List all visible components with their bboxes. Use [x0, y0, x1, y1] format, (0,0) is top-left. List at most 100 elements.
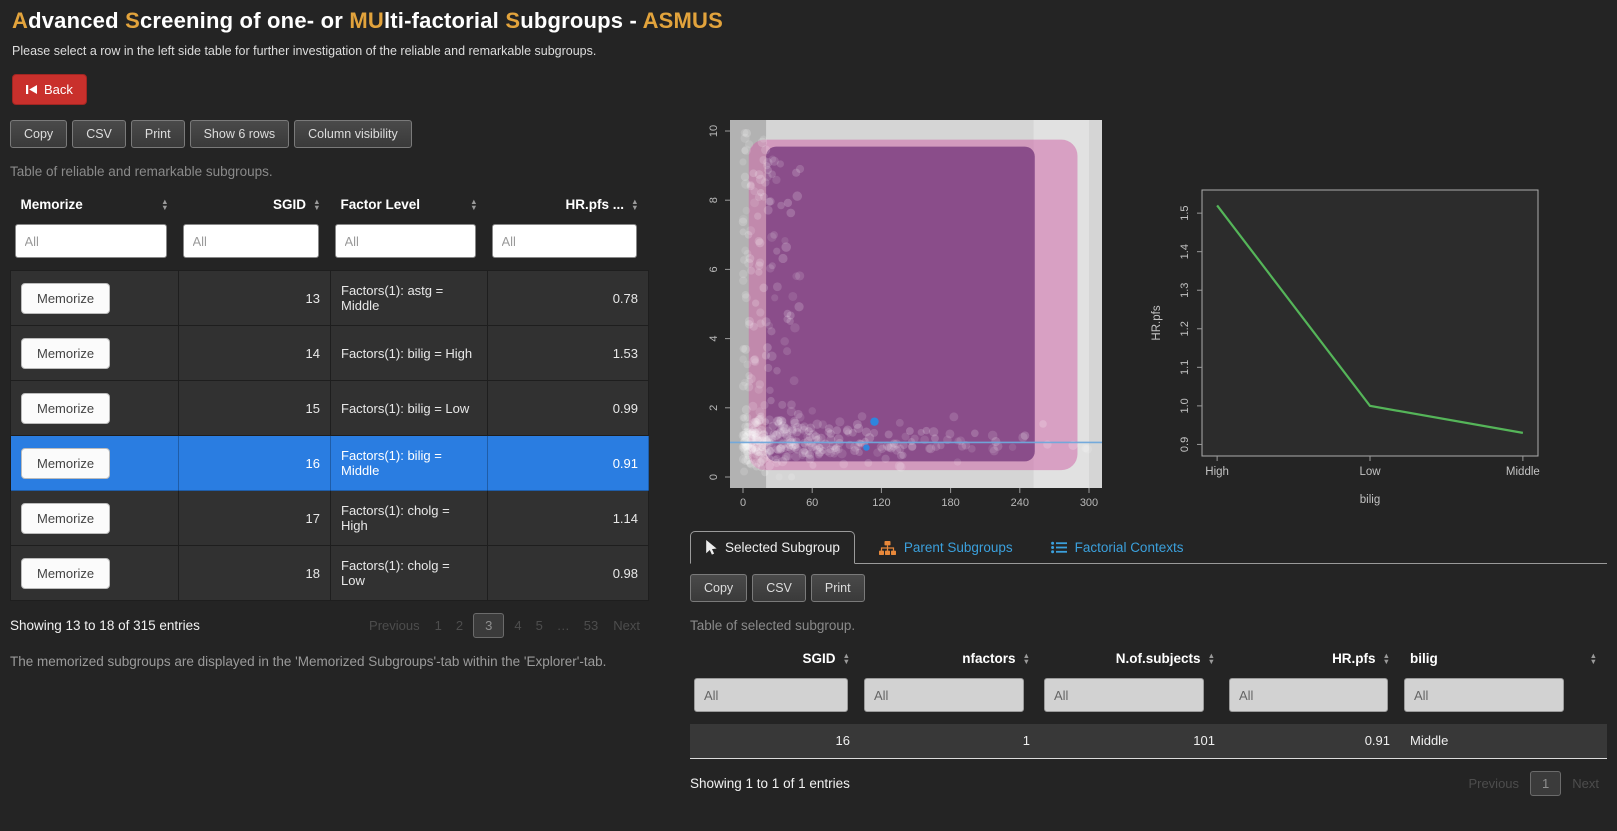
column-label: HR.pfs ... [565, 197, 625, 212]
svg-text:120: 120 [872, 497, 890, 509]
page-button-1[interactable]: 1 [1530, 770, 1562, 796]
selected-table-footer: Showing 1 to 1 of 1 entries Previous 1 Nex… [690, 770, 1607, 796]
copy-button[interactable]: Copy [690, 574, 748, 602]
column-header-factor-level[interactable]: Factor Level ▲ ▼ [331, 189, 488, 220]
page-button-3[interactable]: 3 [473, 613, 505, 638]
sort-icon: ▲ ▼ [1207, 650, 1215, 666]
memorize-button[interactable]: Memorize [21, 392, 111, 424]
selected-table-caption: Table of selected subgroup. [690, 618, 856, 633]
filter-input-factor-level[interactable] [334, 224, 476, 258]
cell-n-of-subjects: 101 [1040, 724, 1225, 759]
previous-button[interactable]: Previous [1468, 775, 1520, 791]
memorize-cell: Memorize [10, 490, 179, 546]
memorize-button[interactable]: Memorize [21, 447, 111, 479]
column-header-sgid[interactable]: SGID ▲ ▼ [690, 643, 860, 674]
svg-text:bilig: bilig [1360, 494, 1380, 506]
subgroup-row-14[interactable]: Memorize 14 Factors(1): bilig = High 1.53 [10, 325, 649, 381]
tab-factorial-contexts[interactable]: Factorial Contexts [1037, 532, 1198, 563]
left-table-caption: Table of reliable and remarkable subgrou… [10, 164, 273, 179]
title-segment: MU [349, 8, 384, 33]
column-header-nfactors[interactable]: nfactors ▲ ▼ [860, 643, 1040, 674]
subgroup-row-17[interactable]: Memorize 17 Factors(1): cholg = High 1.14 [10, 490, 649, 546]
title-segment: dvanced [28, 8, 126, 33]
cell-hr-pfs: 0.91 [1225, 724, 1400, 759]
filter-input-bilig[interactable] [1404, 678, 1564, 712]
column-header-n-of-subjects[interactable]: N.of.subjects ▲ ▼ [1040, 643, 1225, 674]
csv-button[interactable]: CSV [752, 574, 806, 602]
subgroup-row-15[interactable]: Memorize 15 Factors(1): bilig = Low 0.99 [10, 380, 649, 436]
next-button[interactable]: Next [613, 618, 640, 633]
memorize-button[interactable]: Memorize [21, 337, 111, 369]
svg-text:1.4: 1.4 [1179, 244, 1191, 259]
header-row: Memorize ▲ ▼ SGID ▲ ▼ Factor Level ▲ ▼ HR.pfs ...… [11, 189, 649, 220]
selected-subgroup-row[interactable]: 16 1 101 0.91 Middle [690, 724, 1607, 759]
svg-text:High: High [1205, 466, 1229, 478]
filter-input-n-of-subjects[interactable] [1044, 678, 1204, 712]
subgroup-scatter-plot: 0 60 120 180 240 300 0 2 4 6 8 10 [700, 112, 1120, 519]
column-visibility-dropdown[interactable]: Column visibility [294, 120, 412, 148]
subgroup-row-13[interactable]: Memorize 13 Factors(1): astg = Middle 0.78 [10, 270, 649, 326]
sgid-cell: 17 [178, 490, 331, 546]
subgroup-row-16[interactable]: Memorize 16 Factors(1): bilig = Middle 0.91 [10, 435, 649, 491]
svg-text:240: 240 [1011, 497, 1029, 509]
selected-table-pagination: Previous 1 Next [1460, 770, 1607, 796]
memorize-button[interactable]: Memorize [21, 502, 111, 534]
sgid-cell: 16 [178, 435, 331, 491]
memorize-button[interactable]: Memorize [21, 557, 111, 589]
column-header-sgid[interactable]: SGID ▲ ▼ [179, 189, 331, 220]
sort-icon: ▲ ▼ [842, 650, 850, 666]
page-button-5[interactable]: 5 [535, 618, 543, 633]
next-button[interactable]: Next [1572, 775, 1599, 791]
page-button-1[interactable]: 1 [434, 618, 442, 633]
hr-pfs-cell: 0.78 [487, 270, 649, 326]
sort-icon: ▲ ▼ [1022, 650, 1030, 666]
page-button-53[interactable]: 53 [583, 618, 599, 633]
factor-level-cell: Factors(1): bilig = High [330, 325, 488, 381]
filter-input-hr-pfs[interactable] [1229, 678, 1388, 712]
subgroups-panel: Copy CSV Print Show 6 rows Column visibility… [10, 120, 649, 669]
tab-selected-subgroup[interactable]: Selected Subgroup [690, 531, 855, 564]
selected-table-info: Showing 1 to 1 of 1 entries [690, 775, 850, 791]
page-title: Advanced Screening of one- or MUlti-fact… [12, 8, 1605, 34]
column-header-hr-pfs[interactable]: HR.pfs ▲ ▼ [1225, 643, 1400, 674]
show-rows-dropdown[interactable]: Show 6 rows [189, 120, 290, 148]
subgroups-table: Memorize ▲ ▼ SGID ▲ ▼ Factor Level ▲ ▼ HR.pfs ...… [10, 189, 649, 601]
print-button[interactable]: Print [810, 574, 865, 602]
tab-parent-subgroups[interactable]: Parent Subgroups [865, 532, 1027, 563]
previous-button[interactable]: Previous [369, 618, 420, 633]
filter-input-memorize[interactable] [14, 224, 167, 258]
page-button-2[interactable]: 2 [455, 618, 464, 633]
cell-nfactors: 1 [860, 724, 1040, 759]
memorize-cell: Memorize [10, 380, 179, 436]
back-button[interactable]: Back [12, 74, 87, 105]
column-label: N.of.subjects [1115, 651, 1201, 666]
memorize-footnote: The memorized subgroups are displayed in… [10, 654, 607, 669]
page-button-4[interactable]: 4 [514, 618, 522, 633]
sort-icon: ▲ ▼ [631, 196, 639, 212]
print-button[interactable]: Print [130, 120, 185, 148]
left-table-footer: Showing 13 to 18 of 315 entries Previous… [10, 613, 648, 638]
subgroup-row-18[interactable]: Memorize 18 Factors(1): cholg = Low 0.98 [10, 545, 649, 601]
csv-button[interactable]: CSV [72, 120, 126, 148]
column-label: Memorize [20, 197, 83, 212]
filter-input-nfactors[interactable] [864, 678, 1024, 712]
cell-sgid: 16 [690, 724, 860, 759]
filter-input-hr-pfs[interactable] [491, 224, 637, 258]
svg-text:0: 0 [708, 474, 720, 480]
column-header-hr-pfs[interactable]: HR.pfs ... ▲ ▼ [488, 189, 649, 220]
column-label: SGID [273, 197, 307, 212]
title-segment: ubgroups - [520, 8, 643, 33]
svg-text:2: 2 [708, 405, 720, 411]
copy-button[interactable]: Copy [10, 120, 68, 148]
memorize-button[interactable]: Memorize [21, 282, 111, 314]
sort-icon: ▲ ▼ [1589, 650, 1597, 666]
column-header-memorize[interactable]: Memorize ▲ ▼ [11, 189, 179, 220]
title-segment: A [12, 8, 29, 33]
filter-input-sgid[interactable] [182, 224, 319, 258]
column-header-bilig[interactable]: bilig ▲ ▼ [1400, 643, 1607, 674]
filter-input-sgid[interactable] [694, 678, 848, 712]
scatter-plot-canvas: 0 60 120 180 240 300 0 2 4 6 8 10 [708, 120, 1102, 509]
left-table-pagination: Previous 1 2 3 4 5 … 53 Next [361, 613, 648, 638]
svg-text:8: 8 [708, 197, 720, 203]
ellipsis[interactable]: … [556, 618, 570, 633]
